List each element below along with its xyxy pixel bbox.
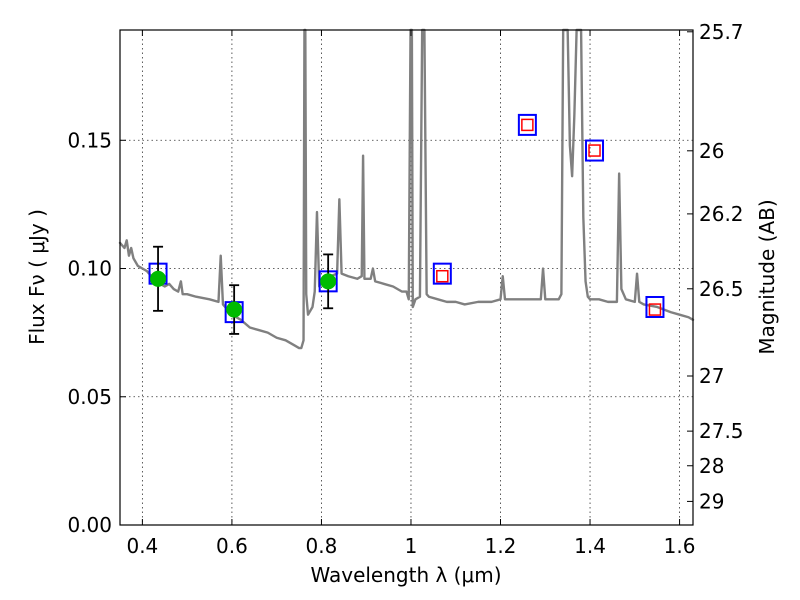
y-axis-label-text: Flux Fν ( μJy ) bbox=[25, 209, 49, 345]
observed-point-2 bbox=[320, 273, 337, 290]
model-box-3 bbox=[432, 262, 452, 285]
y2-tick-label-5: 27.5 bbox=[699, 419, 744, 443]
x-tick-label-2: 0.8 bbox=[306, 534, 338, 558]
y2-tick-label-0: 25.7 bbox=[699, 20, 744, 44]
x-tick-label-1: 0.6 bbox=[216, 534, 248, 558]
spectrum-line bbox=[118, 28, 695, 350]
observed-point-1 bbox=[226, 301, 243, 318]
predicted-box-2 bbox=[588, 144, 601, 157]
plot-frame bbox=[119, 29, 694, 526]
y2-tick-label-2: 26.2 bbox=[699, 202, 744, 226]
predicted-box-1 bbox=[521, 118, 534, 132]
predicted-box-0 bbox=[436, 269, 449, 283]
y2-tick-label-4: 27 bbox=[699, 364, 724, 388]
x-tick-label-3: 1 bbox=[405, 534, 418, 558]
y2-axis-label-text: Magnitude (AB) bbox=[755, 199, 779, 354]
y-tick-label-3: 0.15 bbox=[67, 128, 112, 152]
x-axis-label: Wavelength λ (μm) bbox=[310, 563, 501, 587]
tick-layer: 0.4 0.6 0.8 1 1.2 1.4 1.6 0.00 0.05 0.10 0.15 25.7 2… bbox=[67, 20, 743, 558]
model-box-5 bbox=[585, 139, 605, 162]
y-tick-label-2: 0.10 bbox=[67, 257, 112, 281]
y2-tick-label-7: 29 bbox=[699, 489, 724, 513]
x-tick-label-0: 0.4 bbox=[126, 534, 158, 558]
y2-axis-label: Magnitude (AB) bbox=[755, 199, 779, 354]
x-tick-label-6: 1.6 bbox=[664, 534, 696, 558]
x-tick-label-4: 1.2 bbox=[485, 534, 517, 558]
x-tick-label-5: 1.4 bbox=[574, 534, 606, 558]
model-box-6 bbox=[645, 295, 665, 318]
y-tick-label-0: 0.00 bbox=[67, 513, 112, 537]
y-tick-label-1: 0.05 bbox=[67, 385, 112, 409]
y2-tick-label-1: 26 bbox=[699, 139, 724, 163]
marker-layer bbox=[148, 113, 665, 335]
y-axis-label: Flux Fν ( μJy ) bbox=[25, 209, 49, 345]
predicted-box-3 bbox=[648, 303, 662, 316]
spectrum-layer bbox=[118, 28, 695, 350]
observed-point-0 bbox=[150, 270, 167, 287]
y2-tick-label-6: 28 bbox=[699, 454, 724, 478]
model-box-4 bbox=[517, 113, 537, 136]
y2-tick-label-3: 26.5 bbox=[699, 277, 744, 301]
